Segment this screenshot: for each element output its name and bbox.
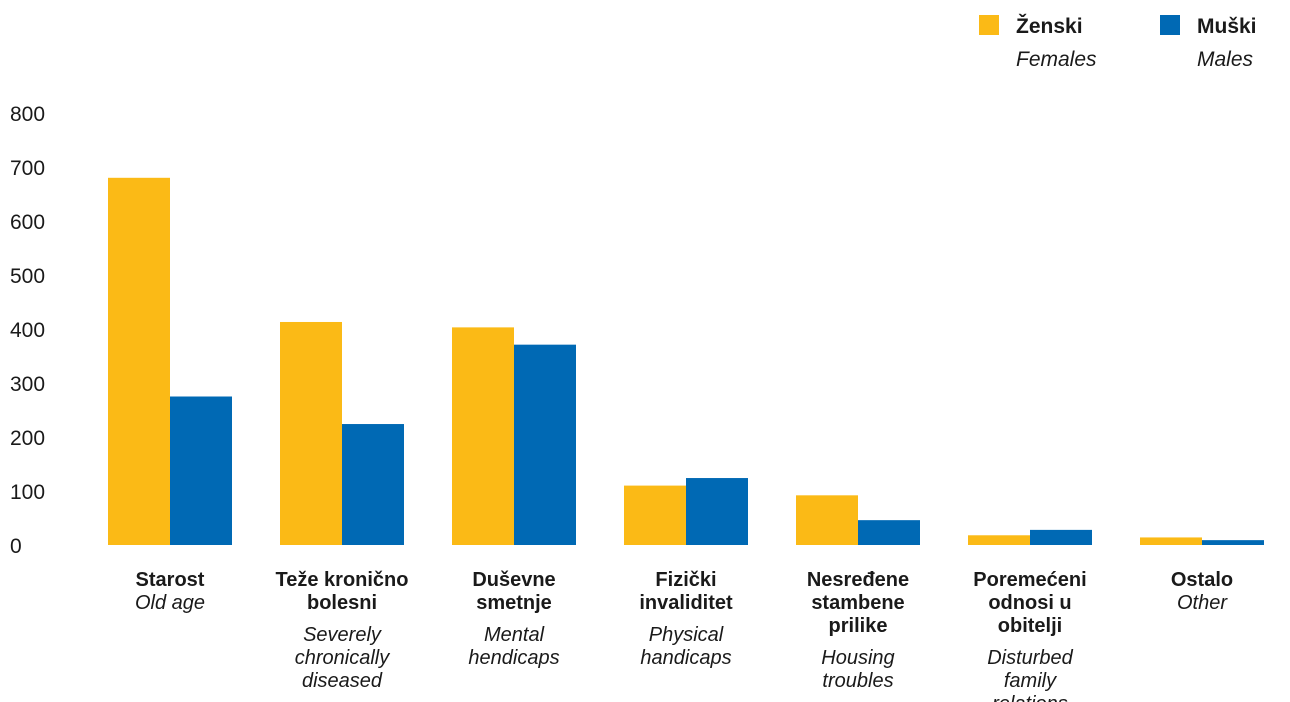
category-english-name: Mental	[484, 624, 545, 646]
category-name: Duševne	[472, 569, 555, 591]
bar-males	[1030, 529, 1092, 545]
category-english-name: Housing	[821, 647, 894, 669]
bar-females	[796, 495, 858, 545]
category-name: Fizički	[655, 569, 716, 591]
category-english-name: relations	[992, 693, 1068, 702]
bar-males	[1202, 540, 1264, 545]
y-tick-label: 700	[10, 157, 45, 180]
category-english-name: chronically	[295, 647, 390, 669]
bars	[108, 177, 1264, 546]
category-english-name: troubles	[822, 670, 893, 692]
bar-females	[968, 535, 1030, 545]
bar-females	[108, 177, 170, 546]
category-english-name: Severely	[303, 624, 382, 646]
category-name: Teže kronično	[276, 569, 409, 591]
category-name: smetnje	[476, 592, 552, 614]
category-english-name: Other	[1177, 592, 1228, 614]
bar-females	[452, 327, 514, 545]
category-name: prilike	[829, 615, 888, 637]
y-tick-label: 400	[10, 319, 45, 342]
category-english-name: Disturbed	[987, 647, 1073, 669]
bar-males	[858, 520, 920, 545]
bar-females	[1140, 537, 1202, 545]
bar-males	[686, 478, 748, 545]
bar-males	[170, 396, 232, 545]
category-name: Poremećeni	[973, 569, 1086, 591]
y-tick-label: 800	[10, 103, 45, 126]
y-tick-label: 0	[10, 535, 22, 558]
category-name: stambene	[811, 592, 904, 614]
y-tick-label: 600	[10, 211, 45, 234]
category-english-name: hendicaps	[468, 647, 559, 669]
legend-label-english: Males	[1197, 48, 1254, 71]
bar-females	[624, 485, 686, 545]
bar-males	[514, 344, 576, 545]
category-english-name: diseased	[302, 670, 383, 692]
legend: Ženski Females Muški Males	[979, 14, 1257, 71]
y-axis: 0 100 200 300 400 500 600 700 800	[10, 103, 45, 558]
legend-item: Ženski Females	[979, 14, 1097, 71]
y-tick-label: 500	[10, 265, 45, 288]
category-name: Ostalo	[1171, 569, 1233, 591]
legend-item: Muški Males	[1160, 15, 1257, 71]
bar-males	[342, 424, 404, 545]
category-english-name: family	[1004, 670, 1057, 692]
category-english-name: handicaps	[640, 647, 731, 669]
legend-label: Muški	[1197, 15, 1257, 38]
legend-label: Ženski	[1016, 14, 1083, 38]
legend-swatch	[979, 15, 999, 35]
y-tick-label: 100	[10, 481, 45, 504]
category-name: Nesređene	[807, 569, 909, 591]
legend-label-english: Females	[1016, 48, 1097, 71]
y-tick-label: 200	[10, 427, 45, 450]
legend-swatch	[1160, 15, 1180, 35]
bar-females	[280, 321, 342, 545]
category-name: invaliditet	[639, 592, 733, 614]
category-name: Starost	[136, 569, 205, 591]
category-english-name: Physical	[649, 624, 724, 646]
y-tick-label: 300	[10, 373, 45, 396]
category-name: odnosi u	[988, 592, 1071, 614]
category-english-name: Old age	[135, 592, 205, 614]
category-name: bolesni	[307, 592, 377, 614]
category-name: obitelji	[998, 615, 1062, 637]
